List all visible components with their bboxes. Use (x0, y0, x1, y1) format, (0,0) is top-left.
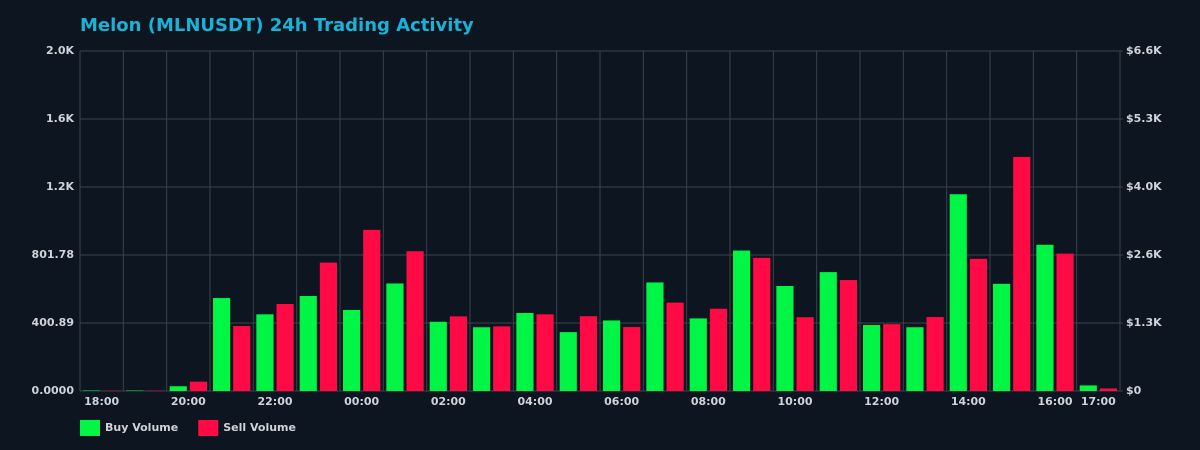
bar (319, 262, 337, 391)
bar (666, 302, 684, 391)
y-tick-label: 1.2K (46, 180, 74, 193)
bar (386, 283, 404, 391)
bar (429, 321, 447, 391)
bar (1079, 385, 1097, 391)
bar (733, 250, 751, 391)
bar (343, 309, 361, 391)
x-tick-label: 02:00 (431, 395, 466, 408)
bar (623, 327, 641, 391)
bar (926, 317, 944, 391)
x-tick-label: 20:00 (171, 395, 206, 408)
bar (516, 312, 534, 391)
x-tick-label: 08:00 (691, 395, 726, 408)
bar (969, 258, 987, 391)
y2-tick-label: $1.3K (1126, 316, 1162, 329)
bar (493, 326, 511, 391)
x-tick-label: 12:00 (864, 395, 899, 408)
bar (1056, 253, 1074, 391)
bar (839, 280, 857, 391)
y-tick-label: 2.0K (46, 44, 74, 57)
y2-tick-label: $2.6K (1126, 248, 1162, 261)
bar (883, 324, 901, 391)
bar (796, 317, 814, 391)
x-tick-label: 04:00 (517, 395, 552, 408)
bar (949, 194, 967, 391)
x-tick-label: 22:00 (257, 395, 292, 408)
x-tick-label: 00:00 (344, 395, 379, 408)
bar (83, 390, 101, 391)
y-tick-label: 1.6K (46, 112, 74, 125)
bar (256, 314, 274, 391)
bar (406, 251, 424, 391)
bar (233, 326, 251, 391)
bar (559, 332, 577, 391)
x-tick-label: 16:00 (1037, 395, 1072, 408)
bar (363, 229, 381, 391)
bar (906, 327, 924, 391)
bar (753, 257, 771, 391)
bar (536, 314, 554, 391)
bar (646, 282, 664, 391)
x-tick-label: 06:00 (604, 395, 639, 408)
y-tick-label: 400.89 (32, 316, 74, 329)
bar (776, 286, 794, 391)
bar (276, 303, 294, 391)
chart-title: Melon (MLNUSDT) 24h Trading Activity (80, 15, 474, 36)
bar (993, 283, 1011, 391)
bar (1036, 244, 1054, 391)
bar (213, 298, 231, 391)
x-tick-label: 14:00 (951, 395, 986, 408)
legend-label: Sell Volume (223, 421, 296, 434)
bar (169, 386, 187, 391)
bar (603, 320, 621, 391)
legend-label: Buy Volume (105, 421, 178, 434)
bar (126, 390, 144, 391)
y2-tick-label: $4.0K (1126, 180, 1162, 193)
bar (709, 308, 727, 391)
x-tick-label: 17:00 (1081, 395, 1116, 408)
bar (449, 316, 467, 391)
bar (189, 381, 207, 391)
bar (863, 325, 881, 391)
y-tick-label: 0.0000 (32, 384, 75, 397)
bar (299, 296, 317, 391)
bar (1013, 156, 1031, 391)
x-tick-label: 18:00 (84, 395, 119, 408)
bar (473, 327, 491, 391)
y-tick-label: 801.78 (32, 248, 74, 261)
y2-tick-label: $5.3K (1126, 112, 1162, 125)
y2-tick-label: $0 (1126, 384, 1142, 397)
x-tick-label: 10:00 (777, 395, 812, 408)
bar (579, 316, 597, 391)
legend-swatch (198, 420, 219, 436)
bar (1099, 388, 1117, 391)
y2-tick-label: $6.6K (1126, 44, 1162, 57)
legend-swatch (80, 420, 100, 436)
bar (689, 318, 707, 391)
bar (819, 272, 837, 391)
